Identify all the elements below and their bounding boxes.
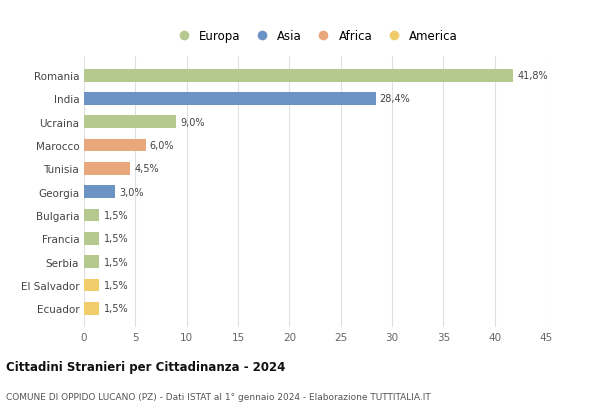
Text: COMUNE DI OPPIDO LUCANO (PZ) - Dati ISTAT al 1° gennaio 2024 - Elaborazione TUTT: COMUNE DI OPPIDO LUCANO (PZ) - Dati ISTA…	[6, 392, 431, 401]
Text: 1,5%: 1,5%	[104, 234, 128, 244]
Bar	[84, 70, 513, 82]
Bar	[84, 279, 100, 292]
Text: 1,5%: 1,5%	[104, 303, 128, 314]
Legend: Europa, Asia, Africa, America: Europa, Asia, Africa, America	[167, 25, 463, 48]
Text: 3,0%: 3,0%	[119, 187, 143, 197]
Text: 1,5%: 1,5%	[104, 257, 128, 267]
Text: Cittadini Stranieri per Cittadinanza - 2024: Cittadini Stranieri per Cittadinanza - 2…	[6, 360, 286, 373]
Bar	[84, 186, 115, 199]
Bar	[84, 302, 100, 315]
Text: 1,5%: 1,5%	[104, 211, 128, 220]
Bar	[84, 139, 146, 152]
Text: 41,8%: 41,8%	[517, 71, 548, 81]
Bar	[84, 232, 100, 245]
Text: 28,4%: 28,4%	[380, 94, 410, 104]
Bar	[84, 209, 100, 222]
Text: 6,0%: 6,0%	[150, 141, 174, 151]
Text: 4,5%: 4,5%	[134, 164, 159, 174]
Bar	[84, 162, 130, 175]
Text: 1,5%: 1,5%	[104, 280, 128, 290]
Text: 9,0%: 9,0%	[181, 117, 205, 128]
Bar	[84, 256, 100, 268]
Bar	[84, 93, 376, 106]
Bar	[84, 116, 176, 129]
